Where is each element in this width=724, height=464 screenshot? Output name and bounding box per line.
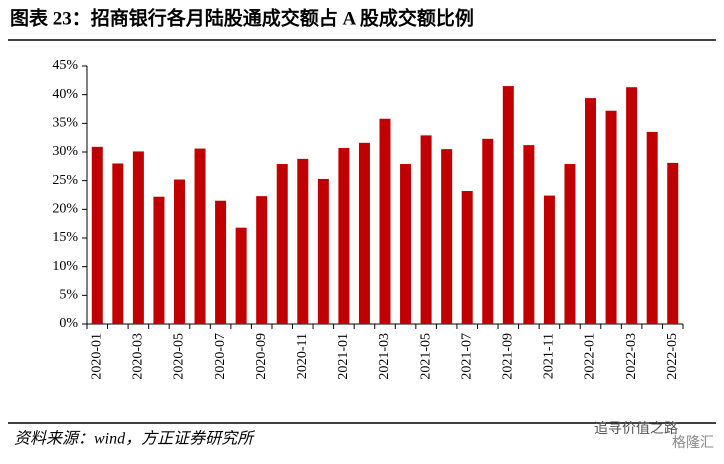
bar xyxy=(173,179,185,324)
x-tick-label: 2020-07 xyxy=(213,333,228,380)
bar xyxy=(235,227,247,324)
bar xyxy=(420,135,432,324)
bar xyxy=(276,164,288,324)
y-tick-label: 5% xyxy=(59,288,78,303)
x-tick-label: 2022-03 xyxy=(624,333,639,380)
bar xyxy=(153,196,165,324)
bar xyxy=(667,162,679,324)
bar xyxy=(585,98,597,325)
y-tick-label: 30% xyxy=(52,144,78,159)
bar xyxy=(112,163,124,324)
bar xyxy=(605,110,617,324)
bar xyxy=(646,131,658,324)
bar xyxy=(543,195,555,324)
bar xyxy=(132,151,144,324)
y-tick-label: 45% xyxy=(52,58,78,73)
x-tick-label: 2020-05 xyxy=(172,333,187,380)
x-tick-label: 2021-01 xyxy=(336,333,351,380)
bar xyxy=(256,196,268,324)
bar xyxy=(338,147,350,324)
bar xyxy=(482,138,494,324)
watermark-brand: 格隆汇 xyxy=(672,435,714,451)
bar xyxy=(91,146,103,324)
source: 资料来源：wind，方正证券研究所 xyxy=(14,430,256,448)
x-tick-label: 2021-07 xyxy=(459,333,474,380)
y-tick-label: 40% xyxy=(52,87,78,102)
x-tick-label: 2021-09 xyxy=(501,333,516,380)
y-tick-label: 35% xyxy=(52,116,78,131)
x-tick-label: 2022-01 xyxy=(583,333,598,380)
y-tick-label: 25% xyxy=(52,173,78,188)
bar xyxy=(297,158,309,324)
bar xyxy=(400,164,412,324)
y-tick-label: 20% xyxy=(52,202,78,217)
bar xyxy=(502,86,514,324)
x-tick-label: 2022-05 xyxy=(665,333,680,380)
y-tick-label: 15% xyxy=(52,230,78,245)
x-tick-label: 2021-11 xyxy=(542,333,557,379)
chart-title: 图表 23：招商银行各月陆股通成交额占 A 股成交额比例 xyxy=(10,6,474,29)
bar xyxy=(215,200,227,324)
x-tick-label: 2020-03 xyxy=(131,333,146,380)
bar xyxy=(564,164,576,324)
y-tick-label: 0% xyxy=(59,316,78,331)
x-tick-label: 2021-03 xyxy=(377,333,392,380)
bar xyxy=(317,178,329,324)
bar xyxy=(358,142,370,324)
x-tick-label: 2020-01 xyxy=(89,333,104,380)
x-tick-label: 2021-05 xyxy=(418,333,433,380)
bar xyxy=(523,145,535,324)
x-tick-label: 2020-11 xyxy=(295,333,310,379)
bar xyxy=(194,148,206,324)
bar xyxy=(626,87,638,324)
watermark: 追寻价值之路 xyxy=(594,421,678,437)
bar xyxy=(461,190,473,324)
x-tick-label: 2020-09 xyxy=(254,333,269,380)
bar xyxy=(441,149,453,324)
y-tick-label: 10% xyxy=(52,259,78,274)
bar xyxy=(379,118,391,324)
